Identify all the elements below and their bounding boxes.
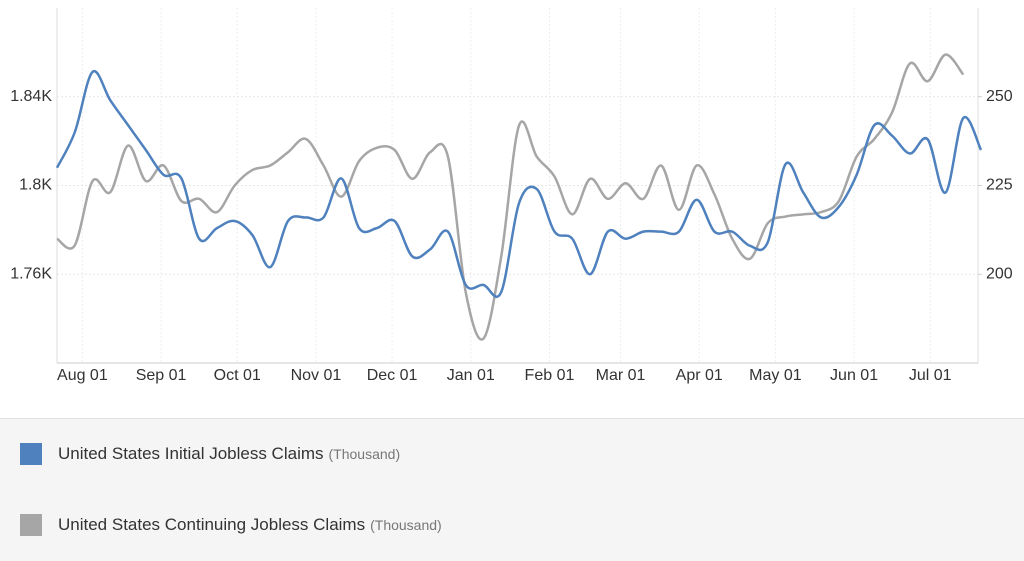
x-tick-label: Apr 01	[676, 367, 723, 384]
legend-item[interactable]: United States Initial Jobless Claims (Tho…	[20, 443, 400, 465]
y2-tick-label: 225	[986, 177, 1013, 194]
y-tick-label: 1.84K	[10, 88, 52, 105]
legend-label: United States Initial Jobless Claims	[58, 444, 324, 463]
x-tick-label: Jan 01	[447, 367, 495, 384]
legend-item[interactable]: United States Continuing Jobless Claims(…	[20, 514, 442, 536]
legend-swatch	[20, 514, 42, 536]
x-tick-label: Nov 01	[291, 367, 342, 384]
x-tick-label: Jun 01	[830, 367, 878, 384]
y-tick-label: 1.8K	[19, 177, 52, 194]
legend-unit: (Thousand)	[328, 446, 401, 462]
x-tick-label: Feb 01	[525, 367, 575, 384]
x-tick-label: Mar 01	[596, 367, 646, 384]
x-tick-label: Aug 01	[57, 367, 108, 384]
legend: United States Initial Jobless Claims (Tho…	[0, 418, 1024, 561]
y2-tick-label: 250	[986, 88, 1013, 105]
x-tick-label: Dec 01	[367, 367, 418, 384]
y-tick-label: 1.76K	[10, 265, 52, 282]
x-tick-label: Oct 01	[214, 367, 261, 384]
line-series	[56, 53, 965, 341]
x-tick-label: Jul 01	[909, 367, 952, 384]
line-series	[55, 69, 983, 299]
chart: 1.76K 1.8K 1.84K 200 225 250 Aug 01 Sep 01 Oct 0…	[10, 8, 1013, 384]
x-tick-label: Sep 01	[136, 367, 187, 384]
legend-swatch	[20, 443, 42, 465]
x-tick-label: May 01	[749, 367, 802, 384]
y2-tick-label: 200	[986, 265, 1013, 282]
legend-unit: (Thousand)	[370, 517, 442, 533]
legend-label: United States Continuing Jobless Claims	[58, 515, 366, 534]
